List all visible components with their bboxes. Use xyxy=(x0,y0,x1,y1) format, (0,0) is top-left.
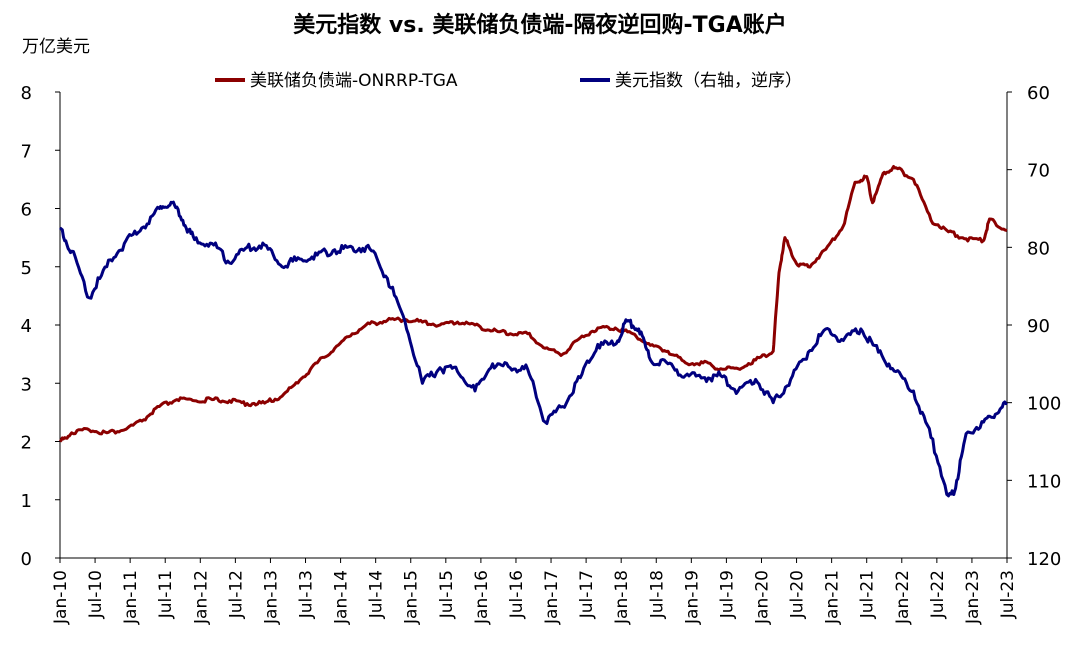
legend-label-dxy: 美元指数（右轴，逆序） xyxy=(615,71,802,91)
legend: 美联储负债端-ONRRP-TGA 美元指数（右轴，逆序） xyxy=(215,71,802,91)
x-tick-label: Jan-16 xyxy=(472,570,492,625)
right-tick-label: 120 xyxy=(1027,549,1061,570)
x-tick-label: Jul-14 xyxy=(367,570,387,619)
x-tick-label: Jan-10 xyxy=(51,570,71,625)
series-line-dxy xyxy=(59,200,1008,498)
x-tick-label: Jan-13 xyxy=(261,570,281,625)
x-tick-label: Jul-13 xyxy=(297,570,317,619)
chart-title: 美元指数 vs. 美联储负债端-隔夜逆回购-TGA账户 xyxy=(293,12,786,38)
left-tick-label: 7 xyxy=(21,141,32,162)
x-tick-label: Jan-12 xyxy=(191,570,211,625)
left-axis-ticks: 0 1 2 3 4 5 6 7 8 xyxy=(21,83,60,570)
left-tick-label: 3 xyxy=(21,374,32,395)
x-tick-label: Jul-15 xyxy=(437,570,457,619)
x-tick-label: Jul-22 xyxy=(928,570,948,619)
right-tick-label: 100 xyxy=(1027,394,1061,415)
x-tick-label: Jan-14 xyxy=(332,570,352,625)
x-tick-label: Jul-11 xyxy=(156,570,176,619)
x-tick-label: Jan-18 xyxy=(612,570,632,625)
right-tick-label: 60 xyxy=(1027,83,1050,104)
right-tick-label: 110 xyxy=(1027,471,1061,492)
x-tick-label: Jul-20 xyxy=(788,570,808,619)
series-lines xyxy=(58,165,1008,498)
left-tick-label: 4 xyxy=(21,316,32,337)
x-tick-label: Jan-15 xyxy=(402,570,422,625)
x-tick-label: Jan-19 xyxy=(682,570,702,625)
x-tick-label: Jan-23 xyxy=(963,570,983,625)
x-tick-label: Jan-20 xyxy=(752,570,772,625)
right-axis-ticks: 60 70 80 90 100 110 120 xyxy=(1007,83,1061,570)
x-tick-label: Jul-10 xyxy=(86,570,106,619)
x-tick-label: Jan-22 xyxy=(893,570,913,625)
right-tick-label: 90 xyxy=(1027,316,1050,337)
x-tick-label: Jan-21 xyxy=(823,570,843,625)
left-tick-label: 6 xyxy=(21,200,32,221)
x-tick-label: Jul-19 xyxy=(717,570,737,619)
x-tick-label: Jan-11 xyxy=(121,570,141,625)
right-tick-label: 70 xyxy=(1027,161,1050,182)
x-tick-label: Jan-17 xyxy=(542,570,562,625)
left-tick-label: 2 xyxy=(21,433,32,454)
series-line-liabilities xyxy=(58,165,1008,443)
x-tick-label: Jul-21 xyxy=(858,570,878,619)
legend-label-liabilities: 美联储负债端-ONRRP-TGA xyxy=(250,71,458,91)
x-tick-label: Jul-12 xyxy=(226,570,246,619)
left-tick-label: 5 xyxy=(21,258,32,279)
right-tick-label: 80 xyxy=(1027,238,1050,259)
x-axis-ticks: Jan-10 Jul-10 Jan-11 Jul-11 Jan-12 Jul-12 Jan-… xyxy=(51,558,1018,625)
x-tick-label: Jul-23 xyxy=(998,570,1018,619)
left-axis-unit: 万亿美元 xyxy=(22,37,90,57)
x-tick-label: Jul-16 xyxy=(507,570,527,619)
x-tick-label: Jul-17 xyxy=(577,570,597,619)
left-tick-label: 0 xyxy=(21,549,32,570)
left-tick-label: 1 xyxy=(21,491,32,512)
x-tick-label: Jul-18 xyxy=(647,570,667,619)
left-tick-label: 8 xyxy=(21,83,32,104)
